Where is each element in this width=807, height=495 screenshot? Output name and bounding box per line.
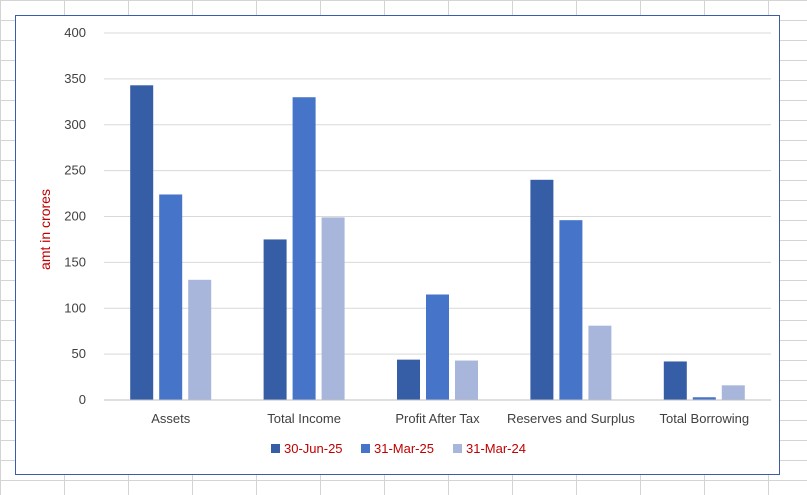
bar [188,279,212,400]
bar [426,294,449,400]
legend-item: 31-Mar-25 [361,441,434,456]
y-tick-label: 250 [64,163,86,178]
legend-swatch [453,444,462,453]
y-tick-label: 150 [64,254,86,269]
y-tick-label: 200 [64,209,86,224]
legend-label: 31-Mar-25 [374,441,434,456]
x-tick-label: Total Borrowing [659,411,749,426]
bar [588,325,612,400]
chart-frame: 0 50 100 150 200 250 300 350 400 Assets Total Inc… [15,15,780,475]
bar [530,179,554,400]
bar [663,361,687,400]
x-axis-ticks: Assets Total Income Profit After Tax Reserv… [151,411,749,426]
y-tick-label: 400 [64,25,86,40]
x-tick-label: Reserves and Surplus [507,411,635,426]
bar [397,359,420,400]
y-tick-label: 0 [79,392,86,407]
x-tick-label: Assets [151,411,191,426]
bars [130,85,745,401]
legend-swatch [271,444,280,453]
x-tick-label: Total Income [267,411,341,426]
legend-label: 31-Mar-24 [466,441,526,456]
legend-item: 31-Mar-24 [453,441,526,456]
bar [292,97,316,400]
y-tick-label: 300 [64,117,86,132]
bar [263,239,287,400]
bar [321,217,345,400]
legend-item: 30-Jun-25 [271,441,343,456]
bar [692,397,716,400]
bar [159,194,183,400]
bar [559,220,583,400]
legend: 30-Jun-25 31-Mar-25 31-Mar-24 [271,441,526,456]
y-axis-ticks: 0 50 100 150 200 250 300 350 400 [64,25,86,407]
y-tick-label: 100 [64,300,86,315]
y-tick-label: 350 [64,71,86,86]
bar [130,85,154,401]
bar [455,360,478,400]
legend-swatch [361,444,370,453]
legend-label: 30-Jun-25 [284,441,343,456]
x-tick-label: Profit After Tax [395,411,480,426]
grid-lines [104,32,771,355]
bar-chart: 0 50 100 150 200 250 300 350 400 Assets Total Inc… [37,25,771,456]
y-tick-label: 50 [72,346,86,361]
y-axis-label: amt in crores [37,189,53,270]
bar [721,385,745,400]
